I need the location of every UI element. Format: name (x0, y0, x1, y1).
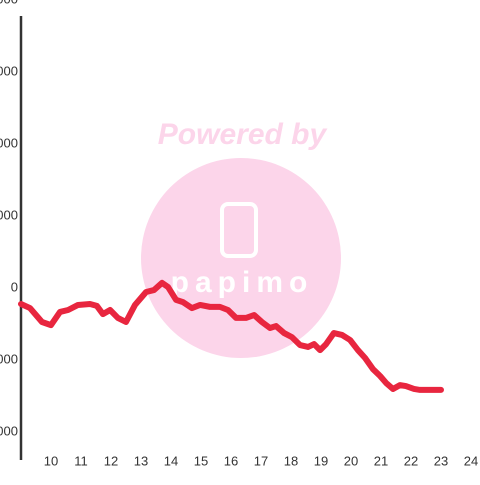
x-tick-label: 18 (284, 453, 298, 468)
x-tick-label: 20 (344, 453, 358, 468)
data-line (18, 279, 444, 393)
x-tick-label: 17 (254, 453, 268, 468)
x-tick-label: 12 (104, 453, 118, 468)
x-tick-label: 22 (404, 453, 418, 468)
y-tick-label: 0 (11, 279, 18, 294)
y-tick-label: 6,000 (0, 135, 18, 150)
x-tick-label: 21 (374, 453, 388, 468)
watermark-icon (220, 202, 258, 258)
x-tick-label: 24 (464, 453, 478, 468)
x-tick-label: 10 (44, 453, 58, 468)
x-tick-label: 16 (224, 453, 238, 468)
y-tick-label: 9,000 (0, 63, 18, 78)
y-tick-label: 3,000 (0, 207, 18, 222)
x-tick-label: 19 (314, 453, 328, 468)
x-tick-label: 14 (164, 453, 178, 468)
x-tick-label: 23 (434, 453, 448, 468)
watermark-logo: papimo (171, 266, 314, 299)
y-tick-label: -3,000 (0, 351, 18, 366)
x-tick-label: 15 (194, 453, 208, 468)
y-tick-label: -6,000 (0, 423, 18, 438)
x-tick-label: 13 (134, 453, 148, 468)
y-tick-label: 12,000 (0, 0, 18, 6)
watermark-title: Powered by (158, 118, 328, 151)
x-tick-label: 11 (74, 453, 88, 468)
